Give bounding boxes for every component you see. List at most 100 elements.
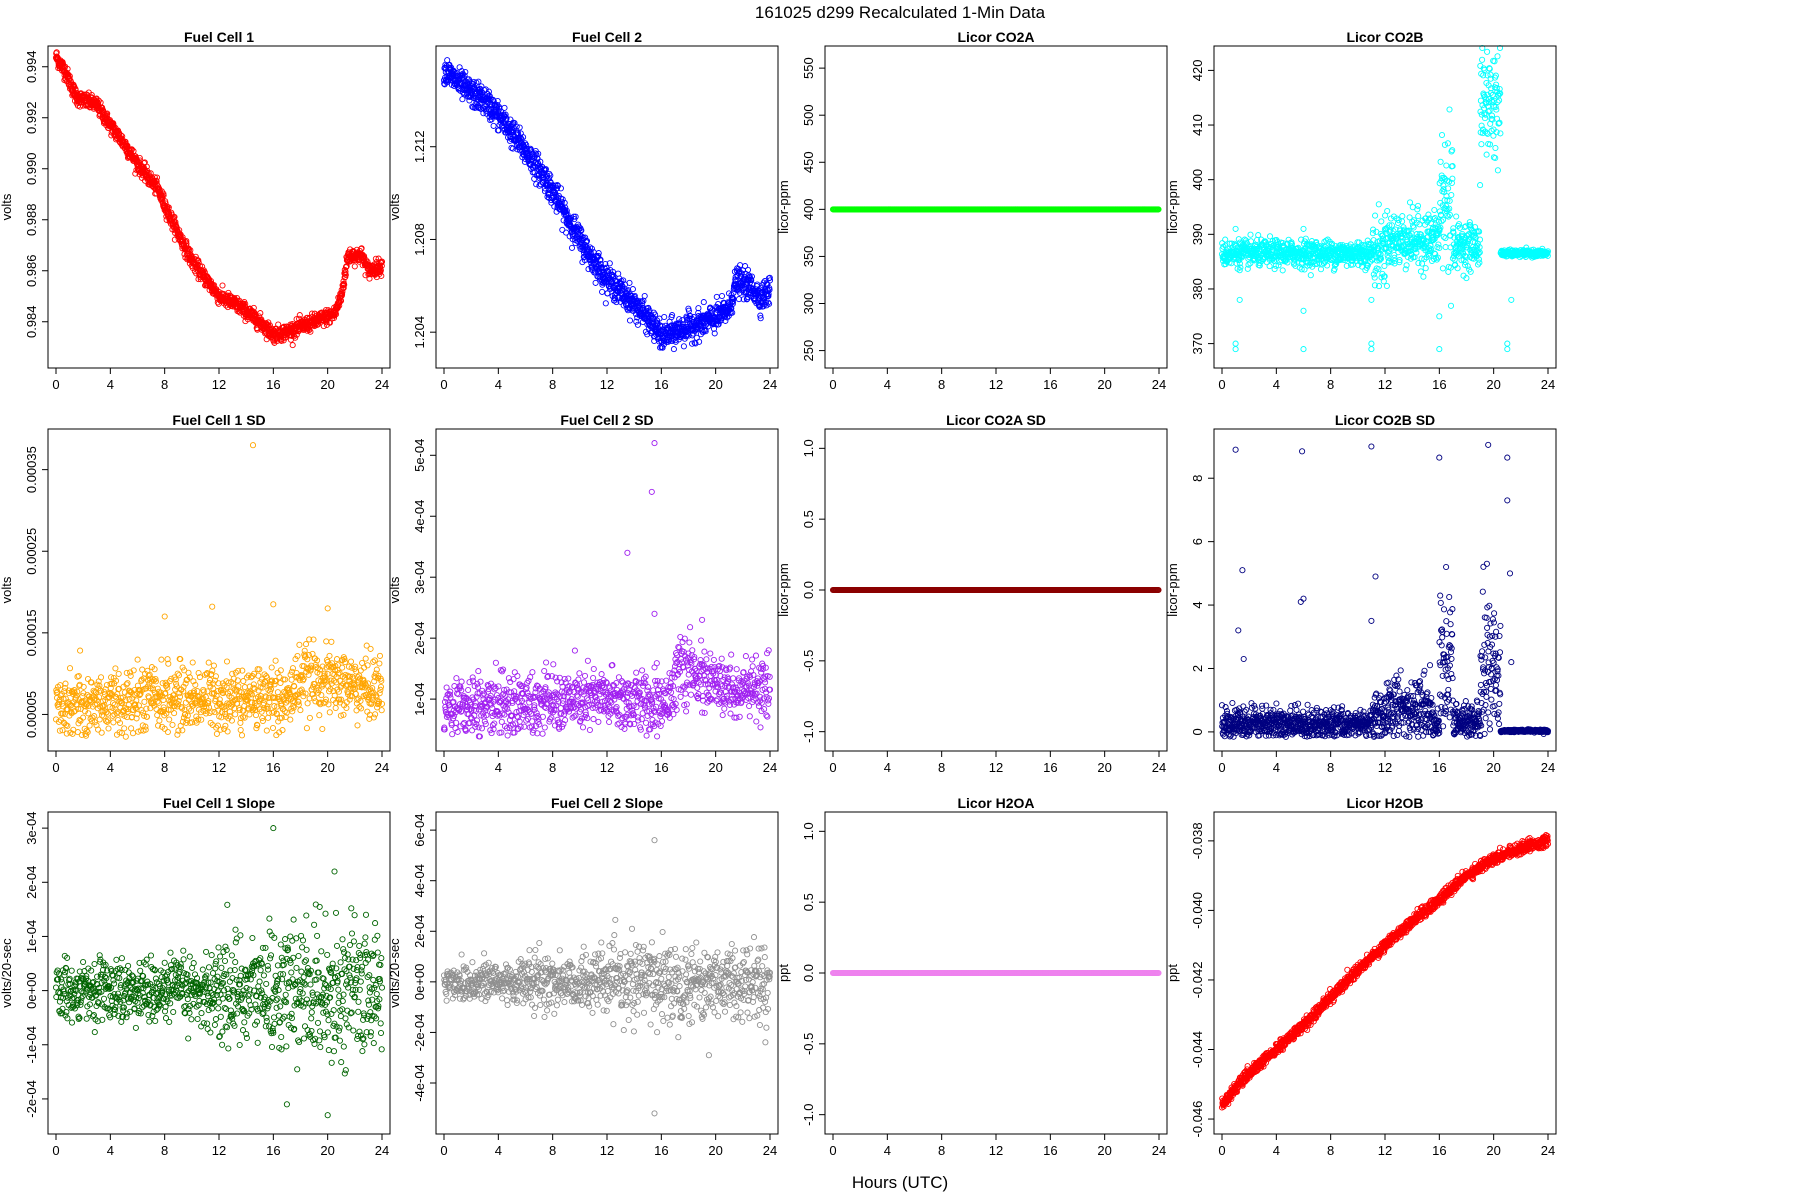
y-tick-label: 400 [801,199,816,221]
x-tick-label: 12 [989,377,1003,392]
x-tick-label: 0 [829,377,836,392]
data-point [1484,48,1491,55]
data-point [1508,296,1515,303]
data-point [1483,151,1490,158]
x-axis: 0 4 8 12 16 20 24 [440,368,777,392]
x-tick-label: 4 [107,377,114,392]
x-tick-label: 20 [320,377,334,392]
data-points [440,57,774,353]
y-tick-label: 450 [801,151,816,173]
data-point [592,279,599,286]
x-tick-label: 8 [1327,377,1334,392]
y-tick-label: 390 [1190,223,1205,245]
x-tick-label: 12 [1378,377,1392,392]
data-point [1453,213,1460,220]
data-point [153,177,160,184]
data-point [187,247,194,254]
y-axis-label: volts [387,193,402,220]
figure-title: 161025 d299 Recalculated 1-Min Data [755,3,1046,22]
x-tick-label: 24 [1541,377,1555,392]
y-tick-label: 0.994 [24,50,39,83]
data-point [160,192,167,199]
data-point [744,266,752,273]
data-point [568,244,576,251]
data-point [1420,273,1427,280]
x-axis: 0 4 8 12 16 20 24 [52,368,389,392]
data-point [670,346,677,353]
x-tick-label: 0 [440,377,447,392]
data-point [1494,53,1501,60]
data-point [1247,231,1254,238]
panel-title: Licor CO2A [957,29,1034,45]
data-point [1375,201,1382,208]
data-point [459,96,466,103]
data-point [1446,106,1453,113]
data-point [1232,225,1239,232]
data-point [1448,191,1455,199]
x-tick-label: 8 [161,377,168,392]
x-tick-label: 16 [1432,377,1446,392]
plot-frame [47,45,391,369]
x-tick-label: 16 [654,377,668,392]
data-point [147,170,154,177]
x-tick-label: 8 [549,377,556,392]
y-tick-label: 370 [1190,333,1205,355]
y-axis-label: volts [0,193,14,220]
data-point [1378,218,1385,225]
y-tick-label: 1.204 [412,316,427,349]
y-tick-label: 0.992 [24,101,39,134]
y-axis-label: licor-ppm [1165,180,1180,233]
data-point [153,178,160,185]
data-point [1300,307,1307,314]
x-tick-label: 8 [938,377,945,392]
data-point [1266,263,1273,270]
panel-title: Fuel Cell 1 SD [172,412,265,428]
y-tick-label: 300 [801,293,816,315]
data-point [1371,274,1378,281]
data-point [1422,265,1429,272]
data-point [296,312,303,319]
data-point [1477,182,1484,189]
data-point [1415,213,1422,220]
data-point [1438,131,1446,139]
y-tick-label: 0.986 [24,254,39,287]
x-tick-label: 4 [884,377,891,392]
data-point [1417,268,1424,275]
data-point [641,292,648,300]
data-point [1504,346,1511,353]
data-point [66,665,74,672]
data-point [700,299,707,306]
data-point [1437,158,1444,165]
y-tick-label: 550 [801,57,816,79]
data-point [195,259,202,266]
data-point [629,286,636,293]
x-tick-label: 20 [1486,377,1500,392]
data-point [1406,199,1414,206]
data-point [1439,265,1446,272]
data-point [351,263,358,270]
data-point [1399,213,1406,220]
data-point [1372,212,1379,219]
data-point [1222,236,1229,243]
data-point [219,282,226,289]
data-point [626,317,634,324]
y-tick-label: 350 [801,246,816,268]
data-point [1232,346,1239,353]
data-point [626,279,633,286]
data-point [1478,141,1485,148]
data-point [718,292,726,300]
data-point [124,142,131,149]
data-point [1383,282,1390,290]
data-point [1442,244,1449,251]
data-point [713,293,720,300]
x-tick-label: 16 [266,377,280,392]
data-point [1414,202,1422,209]
